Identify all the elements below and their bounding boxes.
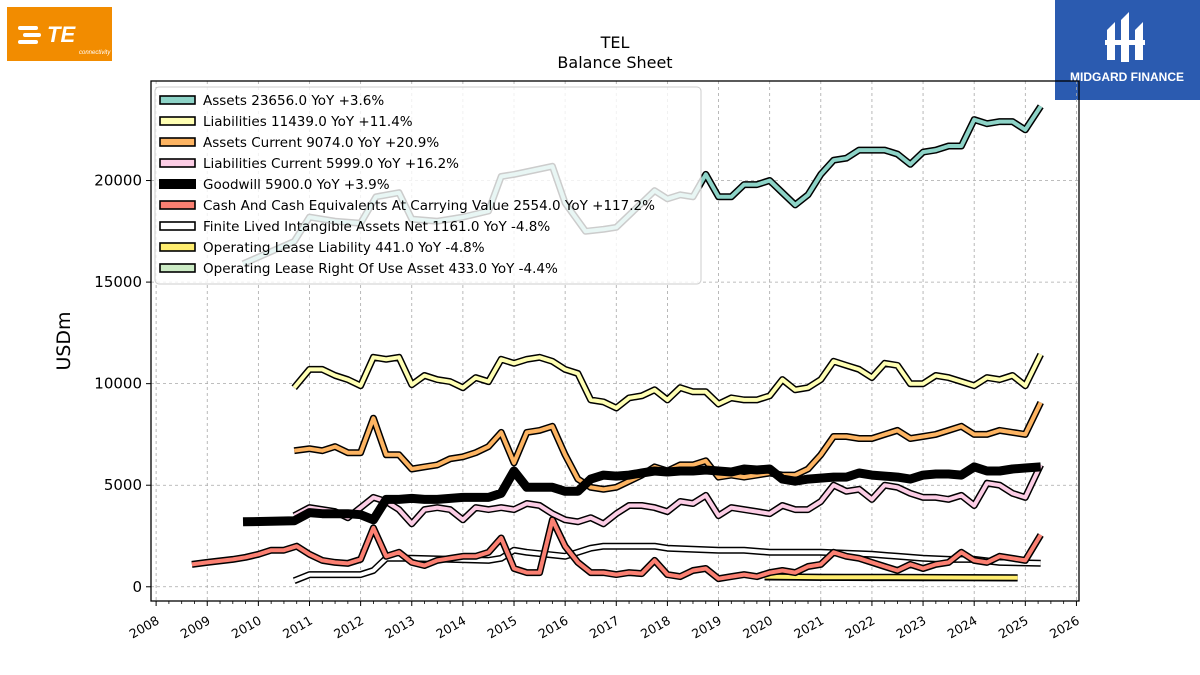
y-tick-label: 20000 bbox=[94, 172, 142, 190]
plot-frame bbox=[150, 80, 1080, 602]
legend-label-cash-and-cash-equivalents-at-carrying-value: Cash And Cash Equivalents At Carrying Va… bbox=[203, 198, 655, 214]
x-tick-label: 2008 bbox=[127, 613, 162, 642]
x-tick-label: 2025 bbox=[996, 613, 1031, 642]
series-line-operating-lease-liability bbox=[764, 574, 1018, 580]
y-tick-label: 5000 bbox=[104, 476, 142, 494]
midgard-logo-text: MIDGARD FINANCE bbox=[1070, 70, 1184, 84]
legend-swatch-goodwill bbox=[159, 179, 196, 189]
series-line-liabilities bbox=[292, 353, 1043, 410]
x-tick-label: 2020 bbox=[740, 613, 775, 642]
x-tick-label: 2021 bbox=[791, 613, 826, 642]
legend-swatch-assets bbox=[159, 95, 196, 105]
y-axis: 0 5000 10000 15000 20000 bbox=[94, 172, 151, 596]
x-tick-label: 2016 bbox=[536, 613, 571, 642]
legend-label-operating-lease-right-of-use-asset: Operating Lease Right Of Use Asset 433.0… bbox=[203, 261, 558, 277]
logo-stroke bbox=[18, 40, 38, 44]
legend-swatch-operating-lease-liability bbox=[159, 242, 196, 252]
legend-swatch-assets-current bbox=[159, 137, 196, 147]
x-tick-label: 2013 bbox=[382, 613, 417, 642]
x-tick-label: 2015 bbox=[484, 613, 519, 642]
logo-stroke bbox=[23, 33, 41, 37]
chart-legend: Assets 23656.0 YoY +3.6% Liabilities 1143… bbox=[154, 86, 702, 285]
x-tick-label: 2023 bbox=[894, 613, 929, 642]
logo-stroke bbox=[18, 26, 38, 30]
legend-swatch-liabilities-current bbox=[159, 158, 196, 168]
series-line-goodwill bbox=[242, 462, 1042, 527]
te-connectivity-logo: TE connectivity bbox=[7, 7, 112, 61]
te-logo-text: TE bbox=[47, 22, 76, 47]
legend-box bbox=[154, 86, 702, 285]
x-tick-label: 2026 bbox=[1047, 613, 1082, 642]
y-tick-label: 15000 bbox=[94, 273, 142, 291]
x-tick-label: 2024 bbox=[945, 613, 980, 642]
legend-swatch-finite-lived-intangible-assets-net bbox=[159, 221, 196, 231]
x-tick-label: 2009 bbox=[178, 613, 213, 642]
legend-swatch-operating-lease-right-of-use-asset bbox=[159, 263, 196, 273]
legend-label-operating-lease-liability: Operating Lease Liability 441.0 YoY -4.8… bbox=[203, 240, 485, 256]
midgard-logo-mark: MIDGARD FINANCE bbox=[1070, 12, 1184, 84]
series-line-cash-and-cash-equivalents-at-carrying-value bbox=[191, 517, 1043, 581]
x-tick-label: 2017 bbox=[587, 613, 622, 642]
legend-label-assets-current: Assets Current 9074.0 YoY +20.9% bbox=[203, 135, 439, 151]
te-logo-subtext: connectivity bbox=[79, 50, 111, 56]
x-tick-label: 2014 bbox=[433, 613, 468, 642]
x-tick-label: 2010 bbox=[229, 613, 264, 642]
logo-stroke bbox=[1105, 40, 1145, 45]
legend-label-liabilities-current: Liabilities Current 5999.0 YoY +16.2% bbox=[203, 156, 459, 172]
legend-swatch-liabilities bbox=[159, 116, 196, 126]
legend-label-finite-lived-intangible-assets-net: Finite Lived Intangible Assets Net 1161.… bbox=[203, 219, 550, 235]
te-logo-mark: TE connectivity bbox=[18, 22, 111, 56]
y-tick-label: 10000 bbox=[94, 375, 142, 393]
logo-stroke bbox=[1121, 12, 1129, 62]
x-tick-label: 2022 bbox=[842, 613, 877, 642]
y-tick-label: 0 bbox=[132, 578, 142, 596]
chart-title: TEL bbox=[600, 33, 630, 52]
series-line-finite-lived-intangible-assets-net bbox=[293, 544, 1041, 583]
x-axis: 2008 2009 2010 2011 2012 2013 2014 2015 2016 2017… bbox=[127, 601, 1082, 642]
x-tick-label: 2012 bbox=[331, 613, 366, 642]
x-tick-label: 2019 bbox=[689, 613, 724, 642]
y-axis-label: USDm bbox=[53, 311, 75, 370]
legend-label-assets: Assets 23656.0 YoY +3.6% bbox=[203, 93, 384, 109]
x-tick-label: 2018 bbox=[638, 613, 673, 642]
legend-label-goodwill: Goodwill 5900.0 YoY +3.9% bbox=[203, 177, 390, 193]
series-line-liabilities-current bbox=[293, 464, 1043, 526]
legend-label-liabilities: Liabilities 11439.0 YoY +11.4% bbox=[203, 114, 413, 130]
chart-subtitle: Balance Sheet bbox=[557, 53, 672, 72]
legend-swatch-cash-and-cash-equivalents-at-carrying-value bbox=[159, 200, 196, 210]
x-tick-label: 2011 bbox=[280, 613, 315, 642]
